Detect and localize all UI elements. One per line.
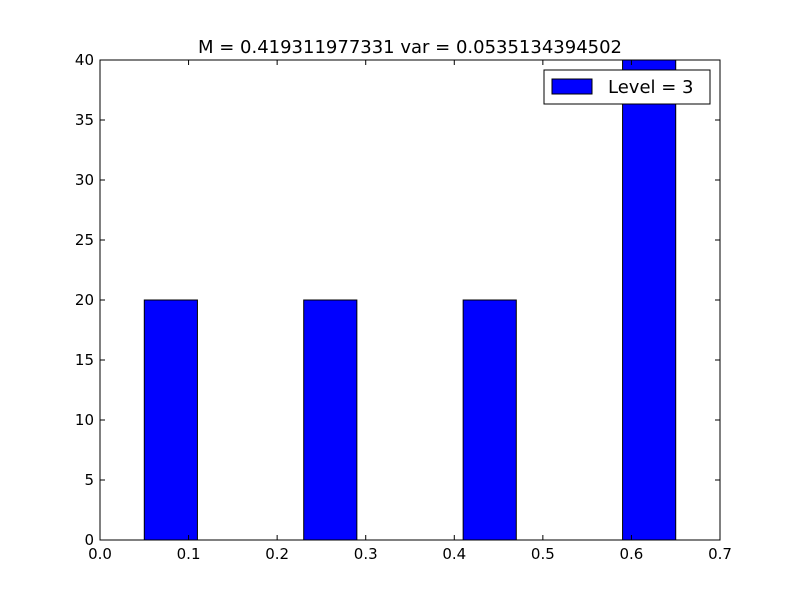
x-tick-label: 0.6 [619,545,643,563]
x-tick-label: 0.7 [708,545,732,563]
y-tick-label: 20 [75,291,94,309]
bars-layer [143,59,677,541]
bar-0-1 [303,299,358,541]
y-tick-label: 0 [84,531,94,549]
y-tick-label: 15 [75,351,94,369]
x-tick-label: 0.4 [442,545,466,563]
legend-label: Level = 3 [608,77,694,98]
y-tick-label: 25 [75,231,94,249]
ticks-layer: 0.0 0.1 0.2 0.3 0.4 0.5 0.6 0.7 0 5 10 15 20 25 30 35 40 [75,51,732,563]
y-tick-label: 40 [75,51,94,69]
bar-0-3 [622,59,677,541]
y-tick-label: 10 [75,411,94,429]
plot-area-frame [99,59,721,541]
legend: Level = 3 [543,69,711,105]
bar-0-2 [462,299,517,541]
x-tick-label: 0.1 [177,545,201,563]
x-tick-label: 0.2 [265,545,289,563]
x-tick-label: 0.3 [354,545,378,563]
x-tick-label: 0.5 [531,545,555,563]
y-tick-label: 35 [75,111,94,129]
y-tick-label: 30 [75,171,94,189]
chart-title: M = 0.419311977331 var = 0.0535134394502 [198,37,622,58]
y-tick-label: 5 [84,471,94,489]
legend-swatch [551,78,593,95]
bar-0-0 [143,299,198,541]
x-tick-label: 0.0 [88,545,112,563]
